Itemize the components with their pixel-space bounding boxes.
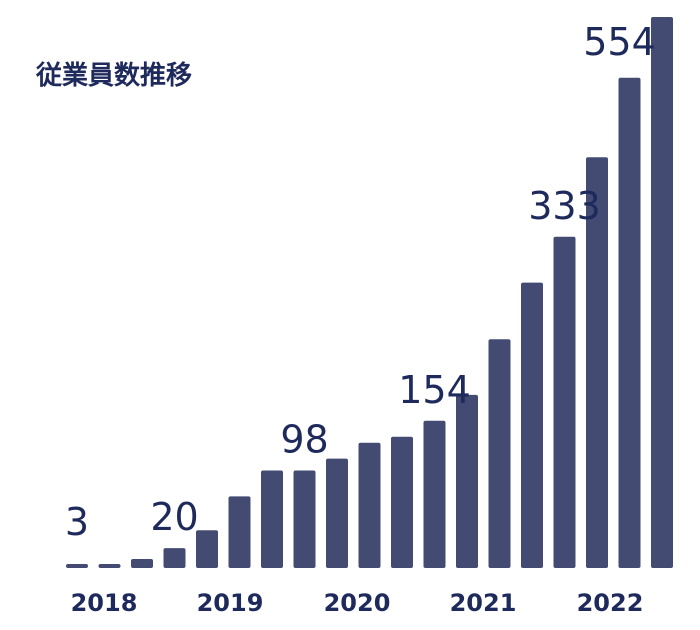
bar-18 xyxy=(651,17,673,568)
bar-13 xyxy=(488,339,511,568)
bar-3 xyxy=(163,548,186,568)
bar-15 xyxy=(553,236,576,569)
bar-4 xyxy=(196,530,218,568)
x-tick-2021: 2021 xyxy=(450,589,517,617)
data-labels-group: 3 20 98 154 333 554 xyxy=(65,20,656,544)
bar-16 xyxy=(586,157,608,568)
bar-17 xyxy=(618,77,641,568)
chart-title: 従業員数推移 xyxy=(35,61,192,91)
data-label-4: 333 xyxy=(528,184,601,228)
data-label-3: 154 xyxy=(398,368,471,412)
bar-12 xyxy=(456,394,478,568)
bar-0 xyxy=(66,564,88,568)
bars-group xyxy=(66,17,673,569)
bar-6 xyxy=(261,470,283,568)
bar-9 xyxy=(358,442,381,568)
bar-8 xyxy=(326,458,348,568)
bar-14 xyxy=(521,282,543,568)
x-axis-ticks: 2018 2019 2020 2021 2022 xyxy=(71,589,644,617)
bar-1 xyxy=(98,564,121,568)
data-label-2: 98 xyxy=(280,418,328,462)
x-tick-2020: 2020 xyxy=(324,589,391,617)
bar-11 xyxy=(423,420,446,568)
bar-5 xyxy=(228,496,251,568)
data-label-5: 554 xyxy=(583,20,656,64)
bar-2 xyxy=(131,559,153,568)
x-tick-2018: 2018 xyxy=(71,589,138,617)
x-tick-2019: 2019 xyxy=(197,589,264,617)
bar-10 xyxy=(391,436,413,568)
bar-7 xyxy=(293,470,316,568)
data-label-0: 3 xyxy=(65,500,89,544)
data-label-1: 20 xyxy=(150,495,198,539)
x-tick-2022: 2022 xyxy=(577,589,644,617)
